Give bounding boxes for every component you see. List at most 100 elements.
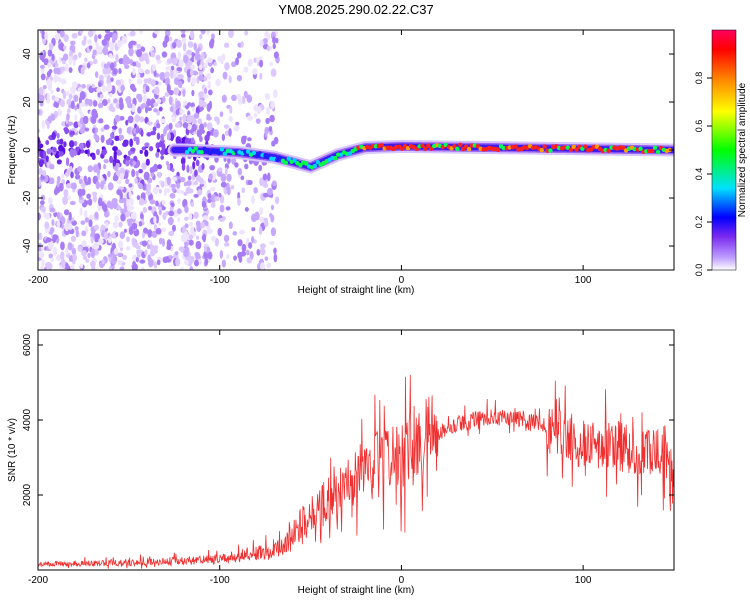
heatmap-cell (458, 142, 463, 148)
heatmap-cell (169, 192, 176, 199)
heatmap-cell (98, 118, 104, 124)
heatmap-cell (211, 235, 217, 242)
heatmap-cell (125, 119, 129, 126)
heatmap-cell (264, 126, 270, 134)
heatmap-cell (219, 111, 224, 118)
heatmap-cell (206, 130, 211, 138)
heatmap-cell (81, 240, 87, 248)
heatmap-cell (222, 151, 228, 156)
heatmap-cell (164, 71, 171, 79)
heatmap-cell (255, 118, 261, 124)
heatmap-cell (92, 164, 99, 173)
heatmap-cell (252, 68, 258, 75)
heatmap-cell (110, 106, 116, 113)
heatmap-cell (47, 262, 53, 270)
heatmap-cell (259, 56, 263, 61)
heatmap-cell (40, 206, 46, 213)
heatmap-cell (63, 209, 70, 216)
heatmap-cell (266, 45, 270, 52)
heatmap-cell (178, 246, 185, 252)
heatmap-cell (79, 91, 86, 100)
heatmap-cell (117, 205, 121, 211)
heatmap-cell (226, 253, 230, 259)
heatmap-cell (124, 64, 130, 70)
heatmap-cell (237, 239, 243, 247)
heatmap-cell (187, 175, 192, 181)
heatmap-cell (244, 207, 249, 212)
heatmap-cell (107, 182, 114, 191)
heatmap-cell (95, 181, 101, 190)
heatmap-cell (56, 178, 60, 188)
heatmap-cell (46, 121, 50, 130)
heatmap-cell (111, 125, 118, 130)
heatmap-cell (161, 227, 167, 233)
heatmap-cell (158, 209, 162, 216)
heatmap-cell (104, 30, 111, 34)
heatmap-cell (53, 101, 58, 108)
heatmap-cell (175, 109, 180, 116)
heatmap-cell (112, 174, 119, 182)
heatmap-cell (146, 182, 152, 191)
heatmap-cell (189, 265, 194, 270)
heatmap-cell (191, 89, 195, 97)
colorbar: 0.0 0.2 0.4 0.6 0.8 Normalized spectral ampl… (694, 29, 748, 276)
heatmap-cell (224, 167, 228, 176)
heatmap-cell (213, 129, 219, 138)
heatmap-cell (63, 141, 67, 148)
heatmap-cell (192, 161, 196, 170)
heatmap-cell (91, 127, 97, 134)
heatmap-cell (46, 70, 52, 78)
heatmap-cell (48, 42, 54, 51)
heatmap-cell (161, 199, 166, 206)
colorbar-label: Normalized spectral amplitude (737, 82, 748, 217)
y-tick-label: 2000 (22, 483, 33, 506)
heatmap-cell (237, 251, 243, 259)
heatmap-cell (80, 220, 86, 225)
heatmap-cell (100, 134, 105, 143)
heatmap-cell (138, 68, 145, 74)
heatmap-cell (127, 115, 134, 124)
heatmap-cell (228, 128, 232, 137)
heatmap-cell (79, 30, 84, 34)
snr-panel: -200 -100 0 100 2000 4000 6000 Height of strai… (7, 329, 675, 596)
heatmap-cell (47, 49, 53, 57)
snr-ylabel: SNR (10 * v/v) (7, 418, 18, 482)
heatmap-cell (138, 183, 143, 190)
heatmap-cell (259, 247, 266, 256)
heatmap-cell (45, 140, 50, 145)
heatmap-cell (38, 93, 42, 100)
heatmap-cell (62, 90, 67, 100)
heatmap-cell (197, 47, 201, 52)
heatmap-cell (62, 53, 69, 61)
heatmap-cell (110, 77, 114, 82)
heatmap-cell (177, 51, 182, 60)
heatmap-cell (170, 70, 174, 79)
heatmap-cell (59, 251, 65, 261)
heatmap-cell (156, 148, 161, 153)
heatmap-cell (250, 235, 255, 244)
heatmap-cell (88, 214, 95, 221)
heatmap-cell (68, 93, 73, 100)
heatmap-cell (78, 51, 82, 58)
heatmap-cell (177, 216, 181, 223)
heatmap-cell (148, 240, 152, 245)
heatmap-cell (193, 193, 199, 198)
heatmap-cell (48, 148, 53, 154)
heatmap-cell (548, 148, 553, 153)
colorbar-gradient (711, 29, 737, 271)
heatmap-cell (39, 143, 44, 149)
heatmap-cell (219, 249, 224, 259)
heatmap-cell (58, 56, 63, 63)
heatmap-cell (100, 180, 104, 190)
heatmap-cell (187, 60, 193, 67)
heatmap-cell (67, 121, 74, 126)
heatmap-cell (269, 114, 275, 123)
heatmap-cell (125, 160, 130, 167)
heatmap-cell (66, 90, 70, 96)
heatmap-cell (118, 67, 122, 75)
heatmap-cell (235, 57, 239, 66)
heatmap-cell (61, 59, 66, 65)
snr-frame (37, 329, 675, 571)
